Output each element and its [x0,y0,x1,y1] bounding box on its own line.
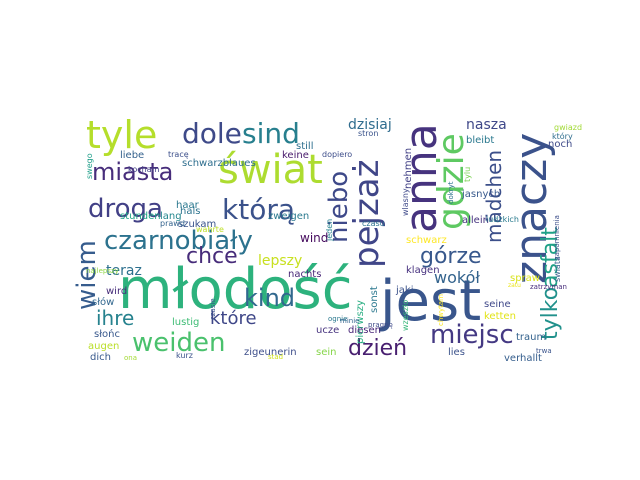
word-haar: haar [176,200,199,211]
word-jest: jest [380,269,482,334]
word-wlasny: wlasny [401,188,410,216]
word-bleibt: bleibt [466,135,495,146]
word-hals: hals [180,206,201,217]
word-chwytam: chwytam [437,294,445,327]
word-stron: stron [358,129,379,138]
word-wahrte: wahrte [196,225,224,234]
word-ktory: który [552,132,573,141]
word-kurz: kurz [176,351,193,360]
word-weiden: weiden [132,328,226,358]
word-lustig: lustig [172,317,200,328]
word-slow: słów [92,297,115,308]
word-dzien: dzień [348,336,408,361]
word-ihre: ihre [96,306,135,330]
word-czasu: czasu [362,219,385,228]
word-stunden: stunden [120,211,161,222]
word-noch: noch [548,139,573,150]
word-droga: droga [88,194,163,224]
word-diesen: diesen [348,325,381,336]
word-slonc: słońc [94,329,121,340]
word-schwarzblaues: schwarzblaues [182,158,256,169]
word-ona: ona [124,354,138,362]
word-zatrzyman: zatrzyman [530,283,567,291]
word-nasza: nasza [466,117,507,133]
word-wird: wird [106,286,128,297]
word-schwarz: schwarz [406,235,447,246]
word-kind: kind [244,284,296,312]
word-czarnobialy: czarnobiały [104,226,253,256]
word-pragne: pragnę [368,321,393,329]
word-dich: dich [90,352,111,363]
word-ketten: ketten [484,311,516,322]
word-ucze: ucze [316,325,340,336]
word-zatu: zatu [508,282,521,289]
word-zweigen: zweigen [268,211,310,222]
word-dopiero: dopiero [322,150,353,159]
word-swiat: świat [218,147,323,193]
word-sonst: sonst [369,286,380,313]
word-szukam: szukam [178,219,217,230]
word-gorze: górze [420,244,482,269]
word-ognie: ognie [328,315,348,323]
word-ktora: którą [222,193,295,226]
word-verhallt: verhallt [504,353,542,364]
word-lang: lang [160,211,182,222]
word-swego: swego [85,153,94,179]
word-miejsc: miejsc [430,320,514,350]
word-mlodosc: młodość [118,257,353,322]
word-still: still [296,141,314,152]
word-wzeszlo: wzeszło [401,299,410,331]
word-prawd: prawd [160,219,185,228]
word-allein: allein [462,215,489,226]
word-kocham: kocham [128,165,160,174]
word-pejzaz: pejzaż [347,159,387,269]
word-jaki: jaki [396,285,414,296]
word-jeden: jeden [325,218,334,241]
word-ktore: które [210,308,257,329]
word-tyle: tyle [86,113,158,157]
word-trwa: trwa [536,347,552,355]
word-dokryt: dokryt [447,181,455,205]
word-seine: seine [484,299,511,310]
word-chce: chce [186,244,238,269]
word-lepszy: lepszy [258,253,303,269]
word-traum: traum [516,332,547,343]
word-jasnych: jasnych [462,189,501,200]
word-najlepszy: najlepszy [86,267,119,275]
word-tylu: tylu [463,166,472,182]
word-stad: stad [268,353,284,361]
word-zigeunerin: zigeunerin [244,347,297,358]
word-nachts: nachts [288,269,322,280]
word-dzisiaj: dzisiaj [348,117,392,133]
word-klagen: klagen [406,265,440,276]
word-augen: augen [88,341,120,352]
word-nehmen: nehmen [403,148,414,190]
word-lies: lies [448,347,465,358]
word-sind: sind [242,117,300,150]
word-gwiazd: gwiazd [554,123,583,132]
word-minie: minie [340,317,360,325]
word-keine: keine [282,150,309,161]
word-spraw: spraw [510,273,540,284]
word-swiata: świata [553,255,562,282]
word-liebe: liebe [120,150,145,161]
word-czasie: czasie [209,298,217,321]
word-ludzkich: ludzkich [486,215,519,224]
word-teraz: teraz [106,263,142,279]
word-wind: wind [300,231,329,245]
word-miasta: miasta [92,158,174,186]
word-dole: dole [182,117,242,150]
word-wokol: wokół [434,268,480,287]
word-trace: tracę [168,150,189,159]
word-zapomnienia: zapomnienia [553,214,561,260]
word-sein: sein [316,347,337,358]
